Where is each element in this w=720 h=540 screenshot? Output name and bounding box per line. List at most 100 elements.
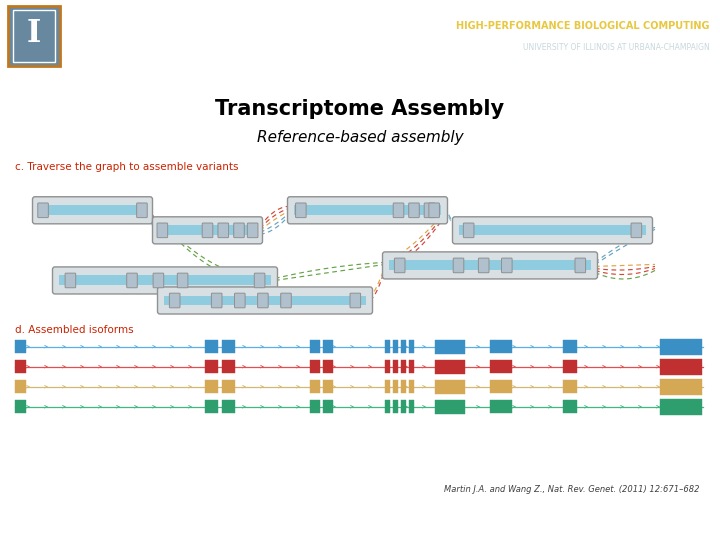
Bar [401,360,406,373]
Bar [660,339,702,355]
FancyBboxPatch shape [350,293,361,308]
Bar [310,380,320,393]
Bar [385,360,390,373]
FancyBboxPatch shape [169,293,180,308]
Bar [385,380,390,393]
FancyBboxPatch shape [202,223,213,238]
Bar [39,205,146,215]
Bar [435,340,465,354]
Bar [323,380,333,393]
Bar [159,225,256,235]
FancyBboxPatch shape [478,258,489,273]
FancyBboxPatch shape [502,258,512,273]
FancyBboxPatch shape [234,223,244,238]
FancyBboxPatch shape [631,223,642,238]
Bar [409,360,414,373]
Bar [15,380,26,393]
Bar [164,295,366,306]
Bar [205,400,218,413]
Bar [323,340,333,353]
Bar [385,400,390,413]
Bar [409,380,414,393]
Bar [15,360,26,373]
Bar [294,205,441,215]
Bar [660,399,702,415]
Bar [563,380,577,393]
Bar [490,380,512,393]
FancyBboxPatch shape [153,217,263,244]
FancyBboxPatch shape [287,197,448,224]
Bar [205,380,218,393]
Bar [660,379,702,395]
Text: I: I [27,18,41,50]
Bar [563,360,577,373]
FancyBboxPatch shape [393,203,404,218]
Bar [310,360,320,373]
FancyBboxPatch shape [153,273,163,288]
FancyBboxPatch shape [137,203,148,218]
Bar [15,340,26,353]
Text: Martin J.A. and Wang Z., Nat. Rev. Genet. (2011) 12:671–682: Martin J.A. and Wang Z., Nat. Rev. Genet… [444,485,700,495]
Bar [389,260,591,271]
FancyBboxPatch shape [127,273,138,288]
Text: c. Traverse the graph to assemble variants: c. Traverse the graph to assemble varian… [15,162,238,172]
FancyBboxPatch shape [382,252,598,279]
FancyBboxPatch shape [258,293,268,308]
Bar [310,340,320,353]
FancyBboxPatch shape [452,217,652,244]
FancyBboxPatch shape [157,223,168,238]
FancyBboxPatch shape [158,287,372,314]
FancyBboxPatch shape [254,273,265,288]
Bar [409,340,414,353]
Bar [222,360,235,373]
FancyBboxPatch shape [575,258,585,273]
Text: UNIVERSITY OF ILLINOIS AT URBANA-CHAMPAIGN: UNIVERSITY OF ILLINOIS AT URBANA-CHAMPAI… [523,44,710,52]
FancyBboxPatch shape [32,197,153,224]
Bar [401,380,406,393]
Bar [401,400,406,413]
Bar [222,340,235,353]
Bar [59,275,271,286]
FancyBboxPatch shape [464,223,474,238]
Bar [490,340,512,353]
FancyBboxPatch shape [409,203,419,218]
FancyBboxPatch shape [37,203,48,218]
FancyBboxPatch shape [295,203,306,218]
FancyBboxPatch shape [235,293,245,308]
Bar [490,400,512,413]
Bar [385,340,390,353]
Bar [459,225,646,235]
FancyBboxPatch shape [53,267,277,294]
Bar [15,400,26,413]
FancyBboxPatch shape [424,203,435,218]
Bar [563,400,577,413]
Bar [323,360,333,373]
Bar [205,360,218,373]
FancyBboxPatch shape [65,273,76,288]
FancyBboxPatch shape [13,10,55,62]
Bar [393,340,398,353]
FancyBboxPatch shape [248,223,258,238]
Bar [435,400,465,414]
Bar [393,360,398,373]
Bar [310,400,320,413]
Bar [490,360,512,373]
Bar [205,340,218,353]
Bar [393,400,398,413]
FancyBboxPatch shape [429,203,439,218]
FancyBboxPatch shape [453,258,464,273]
FancyBboxPatch shape [218,223,228,238]
Bar [222,380,235,393]
Bar [435,360,465,374]
Bar [660,359,702,375]
FancyBboxPatch shape [8,6,60,66]
Bar [222,400,235,413]
Bar [393,380,398,393]
FancyBboxPatch shape [177,273,188,288]
Bar [323,400,333,413]
Bar [401,340,406,353]
Text: Transcriptome Assembly: Transcriptome Assembly [215,99,505,119]
FancyBboxPatch shape [395,258,405,273]
FancyBboxPatch shape [212,293,222,308]
FancyBboxPatch shape [281,293,292,308]
